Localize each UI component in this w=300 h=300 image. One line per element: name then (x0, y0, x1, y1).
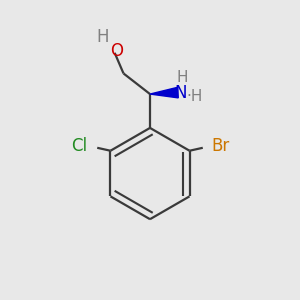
Text: Br: Br (212, 137, 230, 155)
Polygon shape (150, 87, 178, 98)
Text: Cl: Cl (71, 137, 87, 155)
Text: H: H (177, 70, 188, 86)
Text: ·H: ·H (186, 88, 202, 104)
Text: N: N (175, 84, 187, 102)
Text: O: O (110, 42, 123, 60)
Text: H: H (97, 28, 109, 46)
